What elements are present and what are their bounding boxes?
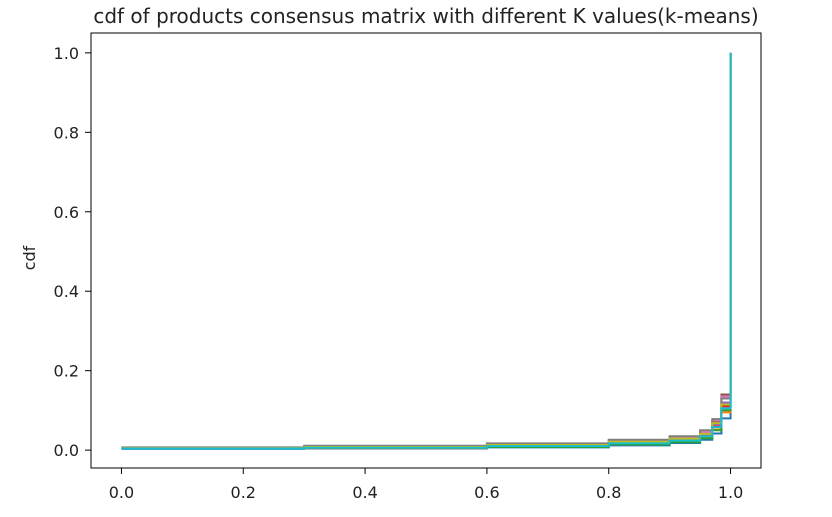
x-tick-label-5: 1.0: [718, 483, 743, 502]
y-tick-label-5: 1.0: [54, 44, 79, 63]
plot-area-frame: [90, 32, 762, 469]
series-layer: [121, 52, 732, 450]
series-line-2: [121, 52, 732, 450]
series-line-6: [121, 52, 732, 449]
y-tick-label-3: 0.6: [54, 203, 79, 222]
x-tick-label-4: 0.8: [596, 483, 621, 502]
y-tick-label-1: 0.2: [54, 362, 79, 381]
series-line-8: [121, 52, 732, 449]
series-line-7: [121, 52, 732, 449]
series-line-3: [121, 52, 732, 450]
x-tick-label-1: 0.2: [231, 483, 256, 502]
y-axis-ticks: 0.0 0.2 0.4 0.6 0.8 1.0: [54, 44, 91, 460]
series-line-5: [121, 52, 732, 450]
y-tick-label-0: 0.0: [54, 441, 79, 460]
series-line-10: [121, 52, 732, 450]
x-tick-label-2: 0.4: [352, 483, 377, 502]
x-tick-label-0: 0.0: [109, 483, 134, 502]
series-line-1: [121, 52, 732, 450]
chart-title: cdf of products consensus matrix with di…: [93, 4, 758, 28]
series-line-4: [121, 52, 732, 450]
y-tick-label-2: 0.4: [54, 282, 79, 301]
y-axis-label: cdf: [20, 245, 39, 270]
x-tick-label-3: 0.6: [474, 483, 499, 502]
series-line-9: [121, 52, 732, 450]
y-tick-label-4: 0.8: [54, 123, 79, 142]
x-axis-ticks: 0.0 0.2 0.4 0.6 0.8 1.0: [109, 468, 743, 502]
